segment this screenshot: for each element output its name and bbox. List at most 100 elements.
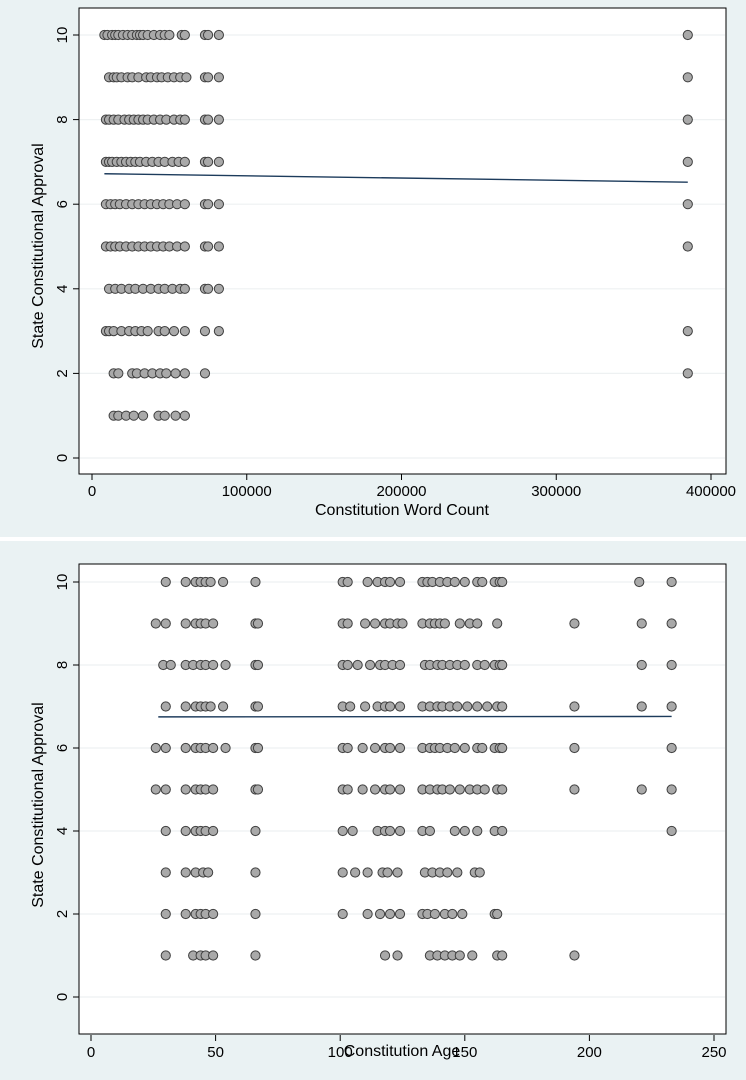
y-tick-label: 10 <box>54 574 71 591</box>
y-tick-label: 2 <box>54 910 71 918</box>
data-point <box>202 29 214 41</box>
data-point <box>369 618 381 629</box>
data-point <box>160 742 171 754</box>
data-points <box>99 29 693 421</box>
data-point <box>220 659 231 671</box>
data-point <box>682 326 693 337</box>
data-point <box>360 701 371 712</box>
data-point <box>666 659 677 671</box>
x-axis-title: Constitution Word Count <box>315 502 490 519</box>
data-point <box>170 368 181 379</box>
data-point <box>217 576 229 588</box>
data-point <box>666 742 677 754</box>
data-point <box>168 326 180 337</box>
data-point <box>208 659 219 671</box>
data-point <box>180 576 191 588</box>
data-point <box>479 659 490 671</box>
data-point <box>113 368 124 379</box>
data-point <box>636 701 647 712</box>
data-point <box>350 867 361 878</box>
data-point <box>569 701 580 712</box>
data-point <box>449 576 460 588</box>
data-point <box>202 199 214 210</box>
data-point <box>362 576 373 588</box>
chart-panel-age: 0 50 100 150 200 250 0 2 4 6 8 10 Constitution Age … <box>0 541 746 1080</box>
data-point <box>482 701 493 712</box>
data-point <box>202 283 214 294</box>
data-point <box>208 618 219 629</box>
data-point <box>337 825 348 837</box>
data-point <box>220 742 231 754</box>
data-point <box>159 326 170 337</box>
data-point <box>180 825 191 837</box>
data-point <box>342 742 353 754</box>
data-point <box>682 241 693 252</box>
data-point <box>634 576 645 588</box>
data-point <box>142 326 153 337</box>
data-point <box>180 784 191 795</box>
data-point <box>213 199 224 210</box>
data-point <box>682 368 693 379</box>
data-point <box>345 701 356 712</box>
data-point <box>179 29 190 41</box>
data-point <box>394 784 406 795</box>
axes: 0 100000 200000 300000 400000 0 2 4 6 8 10 <box>54 27 736 500</box>
data-point <box>165 659 176 671</box>
data-point <box>179 199 190 210</box>
y-tick-label: 4 <box>54 285 71 293</box>
data-point <box>454 950 465 961</box>
data-point <box>347 825 358 837</box>
x-tick-label: 100000 <box>222 483 272 500</box>
data-point <box>394 742 406 754</box>
data-point <box>208 950 219 961</box>
x-tick-label: 250 <box>701 1044 726 1061</box>
data-point <box>497 742 508 754</box>
data-point <box>362 908 373 920</box>
data-point <box>252 659 264 671</box>
data-point <box>452 867 463 878</box>
data-point <box>250 908 261 920</box>
data-point <box>202 156 214 167</box>
data-point <box>492 618 503 629</box>
fit-line <box>104 173 688 183</box>
data-point <box>394 659 406 671</box>
data-point <box>682 199 693 210</box>
data-point <box>179 241 190 252</box>
data-point <box>379 950 391 961</box>
data-point <box>459 659 470 671</box>
data-point <box>137 410 149 421</box>
data-point <box>472 825 483 837</box>
y-tick-label: 2 <box>54 369 71 377</box>
data-point <box>160 576 171 588</box>
data-point <box>394 825 406 837</box>
data-point <box>159 410 170 421</box>
data-point <box>459 742 470 754</box>
data-point <box>442 867 453 878</box>
data-point <box>666 825 677 837</box>
data-point <box>392 867 403 878</box>
data-point <box>569 742 580 754</box>
y-tick-label: 0 <box>54 993 71 1001</box>
data-point <box>449 742 460 754</box>
data-point <box>199 368 211 379</box>
data-point <box>444 784 455 795</box>
data-point <box>682 114 693 125</box>
data-point <box>213 241 224 252</box>
data-point <box>352 659 363 671</box>
data-point <box>337 908 348 920</box>
data-point <box>447 908 458 920</box>
data-point <box>342 784 353 795</box>
y-tick-label: 8 <box>54 661 71 669</box>
data-point <box>213 72 224 83</box>
data-point <box>384 576 396 588</box>
data-point <box>160 825 171 837</box>
data-point <box>213 29 224 41</box>
data-point <box>180 618 191 629</box>
data-point <box>682 29 693 41</box>
data-point <box>208 742 219 754</box>
data-point <box>250 867 261 878</box>
data-point <box>179 283 190 294</box>
data-point <box>180 742 191 754</box>
data-point <box>362 867 373 878</box>
data-point <box>497 701 508 712</box>
